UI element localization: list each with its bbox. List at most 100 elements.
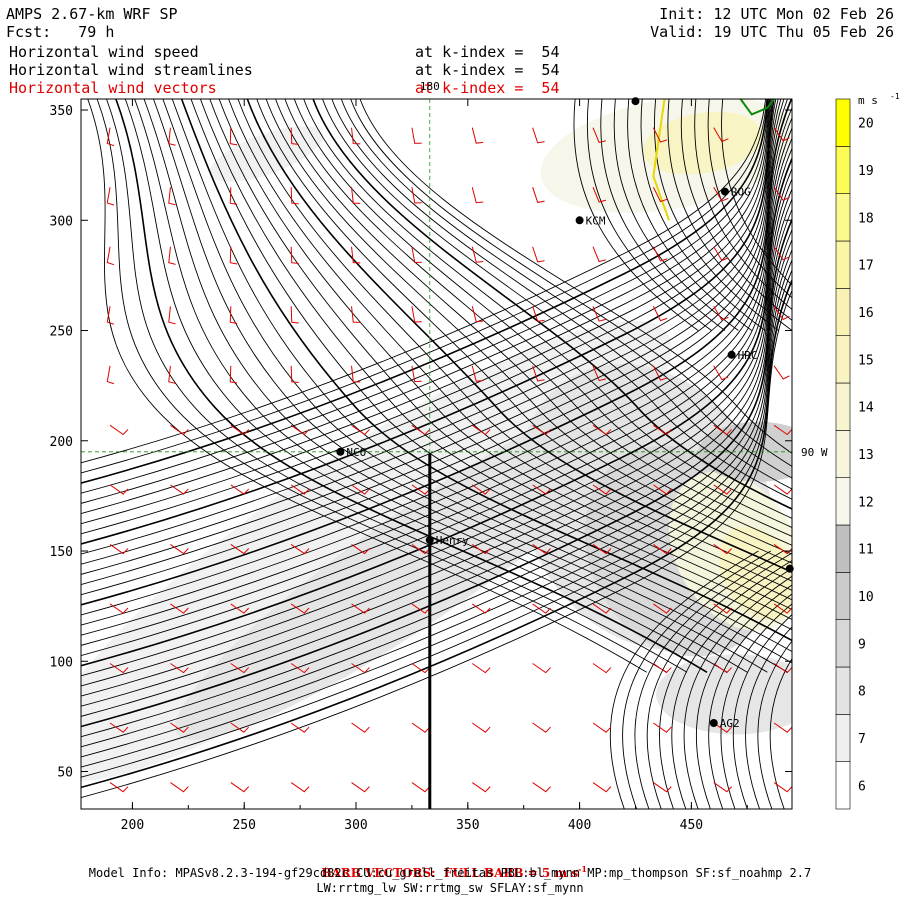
wind-barb [230,722,250,733]
streamline [350,99,792,467]
wind-barb [290,722,310,733]
streamline [695,584,792,809]
wind-barb [532,127,545,144]
wind-barb [592,603,612,614]
streamlines [81,99,792,809]
wind-barb [290,365,299,384]
wind-barb [471,722,491,733]
wind-barb [230,543,250,555]
wind-barb [713,663,733,674]
wind-barb [106,187,115,206]
wind-barb [109,543,129,555]
wind-barb [652,306,668,322]
streamline [708,593,792,809]
wind-barb [351,603,370,614]
colorbar-label: 17 [858,259,874,274]
wind-barb [653,663,672,674]
wind-barb [653,543,672,555]
wind-barb [471,306,484,323]
colorbar-swatch [835,240,851,289]
station-label: NCO [346,446,366,459]
streamline [81,99,772,525]
wind-barb [106,127,115,147]
wind-barb [351,484,370,495]
x-tick-label: 300 [344,818,367,833]
wind-barb [170,603,189,614]
colorbar: 6 7 8 9 10 11 12 13 14 15 16 17 18 19 20 m s -1 [835,92,900,810]
wind-barb [532,306,545,323]
wind-barb [532,365,545,382]
field-label-streamlines: Horizontal wind streamlines [9,61,253,79]
streamline [721,99,792,286]
wind-barb [290,782,310,793]
wind-barb [653,484,672,495]
station-marker [631,97,640,106]
station-marker [720,187,729,196]
wind-barb [713,603,733,614]
wind-barb [773,722,792,733]
wind-barb [713,306,729,321]
wind-barb [653,722,672,733]
wind-barb [773,663,792,674]
streamline [81,249,792,758]
field-label-vectors: Horizontal wind vectors [9,79,217,97]
speed-band [656,654,792,735]
forecast-hour: Fcst: 79 h [6,23,115,41]
wind-barb [653,603,672,614]
streamline [246,99,792,573]
wind-barb [592,543,612,555]
streamline [340,99,792,479]
streamline [81,239,792,748]
x-tick-label: 200 [121,818,144,833]
colorbar-label: 14 [858,401,874,416]
streamline [707,99,792,299]
streamline [81,229,792,738]
colorbar-label: 18 [858,211,874,226]
streamline [694,99,792,311]
wind-barb [411,306,422,323]
streamline [81,127,792,636]
wind-barb [411,424,431,436]
wind-barb [351,306,361,323]
streamline [162,99,792,664]
streamline [81,99,785,585]
wind-barb [532,424,551,436]
wind-barb [229,187,238,205]
wind-barb [532,782,551,793]
wind-barb [109,603,129,614]
wind-barb [652,365,668,381]
wind-barb [411,187,422,204]
streamline [671,567,792,809]
streamline [769,658,792,809]
station-label: Henry [436,534,469,547]
wind-barb [170,424,189,436]
wind-barb [773,603,792,614]
streamline [81,138,792,646]
wind-barb [713,782,733,793]
wind-barb [773,246,790,261]
wind-barb [592,722,612,733]
streamline [124,99,728,673]
streamline [331,99,792,490]
x-tick-label: 450 [680,818,703,833]
wind-barb [773,127,790,142]
streamline [81,99,771,514]
speed-band [643,111,762,175]
streamline [115,99,708,673]
wind-barb [592,424,612,436]
wind-barb [713,186,729,202]
streamline [683,575,792,809]
streamline [680,99,792,321]
streamline [228,99,792,591]
x-tick-label: 250 [232,818,255,833]
station-label: ROG [731,186,751,199]
colorbar-label: 16 [858,306,874,321]
streamline [81,99,779,565]
streamline [613,99,739,331]
wind-barb [109,484,129,495]
colorbar-swatch [835,524,851,573]
streamline [275,99,792,546]
wind-barb [290,306,299,324]
stations: NCO Henry KCM ROG HRC AG2 [336,97,794,730]
y-tick-label: 300 [50,214,73,229]
